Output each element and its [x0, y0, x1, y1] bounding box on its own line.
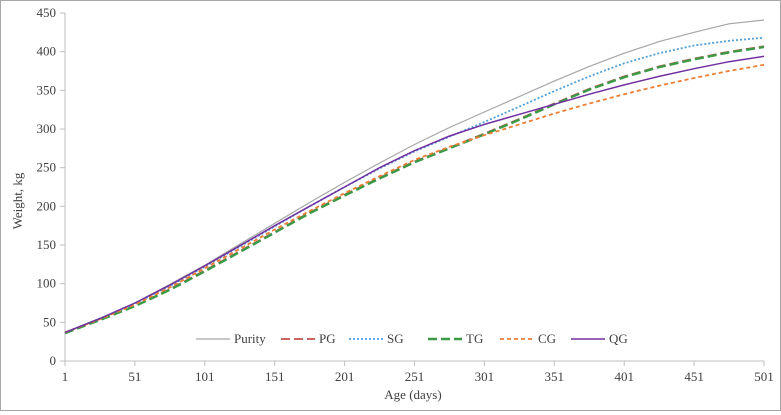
x-tick-label: 201	[335, 369, 355, 384]
x-tick-label: 151	[265, 369, 285, 384]
legend-label-cg: CG	[538, 331, 556, 346]
y-tick-label: 0	[50, 353, 57, 368]
x-tick-label: 401	[614, 369, 634, 384]
legend-label-purity: Purity	[234, 331, 266, 346]
y-axis-title: Weight, kg	[10, 172, 25, 229]
legend-label-tg: TG	[466, 331, 483, 346]
x-tick-label: 101	[195, 369, 215, 384]
legend: Purity PG SG TG CG QG	[196, 331, 628, 346]
series-line-tg	[64, 45, 765, 335]
x-axis-title: Age (days)	[384, 387, 441, 402]
y-tick-label: 300	[37, 121, 57, 136]
series-lines	[64, 19, 765, 335]
x-tick-label: 301	[475, 369, 495, 384]
y-tick-label: 150	[37, 237, 57, 252]
x-tick-label: 501	[754, 369, 774, 384]
y-tick-label: 400	[37, 44, 57, 59]
y-tick-label: 50	[43, 314, 56, 329]
y-tick-label: 200	[37, 198, 57, 213]
x-tick-label: 251	[405, 369, 425, 384]
series-line-qg	[64, 55, 765, 334]
legend-label-qg: QG	[609, 331, 628, 346]
series-line-pg	[64, 45, 765, 335]
x-axis-ticks: 1 51 101 151 201 251 301 351 401 451 501	[62, 361, 774, 384]
axes	[64, 13, 764, 362]
y-tick-label: 100	[37, 276, 57, 291]
legend-label-sg: SG	[387, 331, 404, 346]
x-tick-label: 451	[684, 369, 704, 384]
y-tick-label: 250	[37, 160, 57, 175]
x-tick-label: 351	[545, 369, 565, 384]
y-tick-label: 450	[37, 5, 57, 20]
x-tick-label: 51	[128, 369, 141, 384]
y-axis-ticks: 0 50 100 150 200 250 300 350 400 450	[37, 5, 65, 368]
x-tick-label: 1	[62, 369, 69, 384]
y-tick-label: 350	[37, 82, 57, 97]
series-line-cg	[64, 63, 765, 334]
legend-label-pg: PG	[319, 331, 336, 346]
